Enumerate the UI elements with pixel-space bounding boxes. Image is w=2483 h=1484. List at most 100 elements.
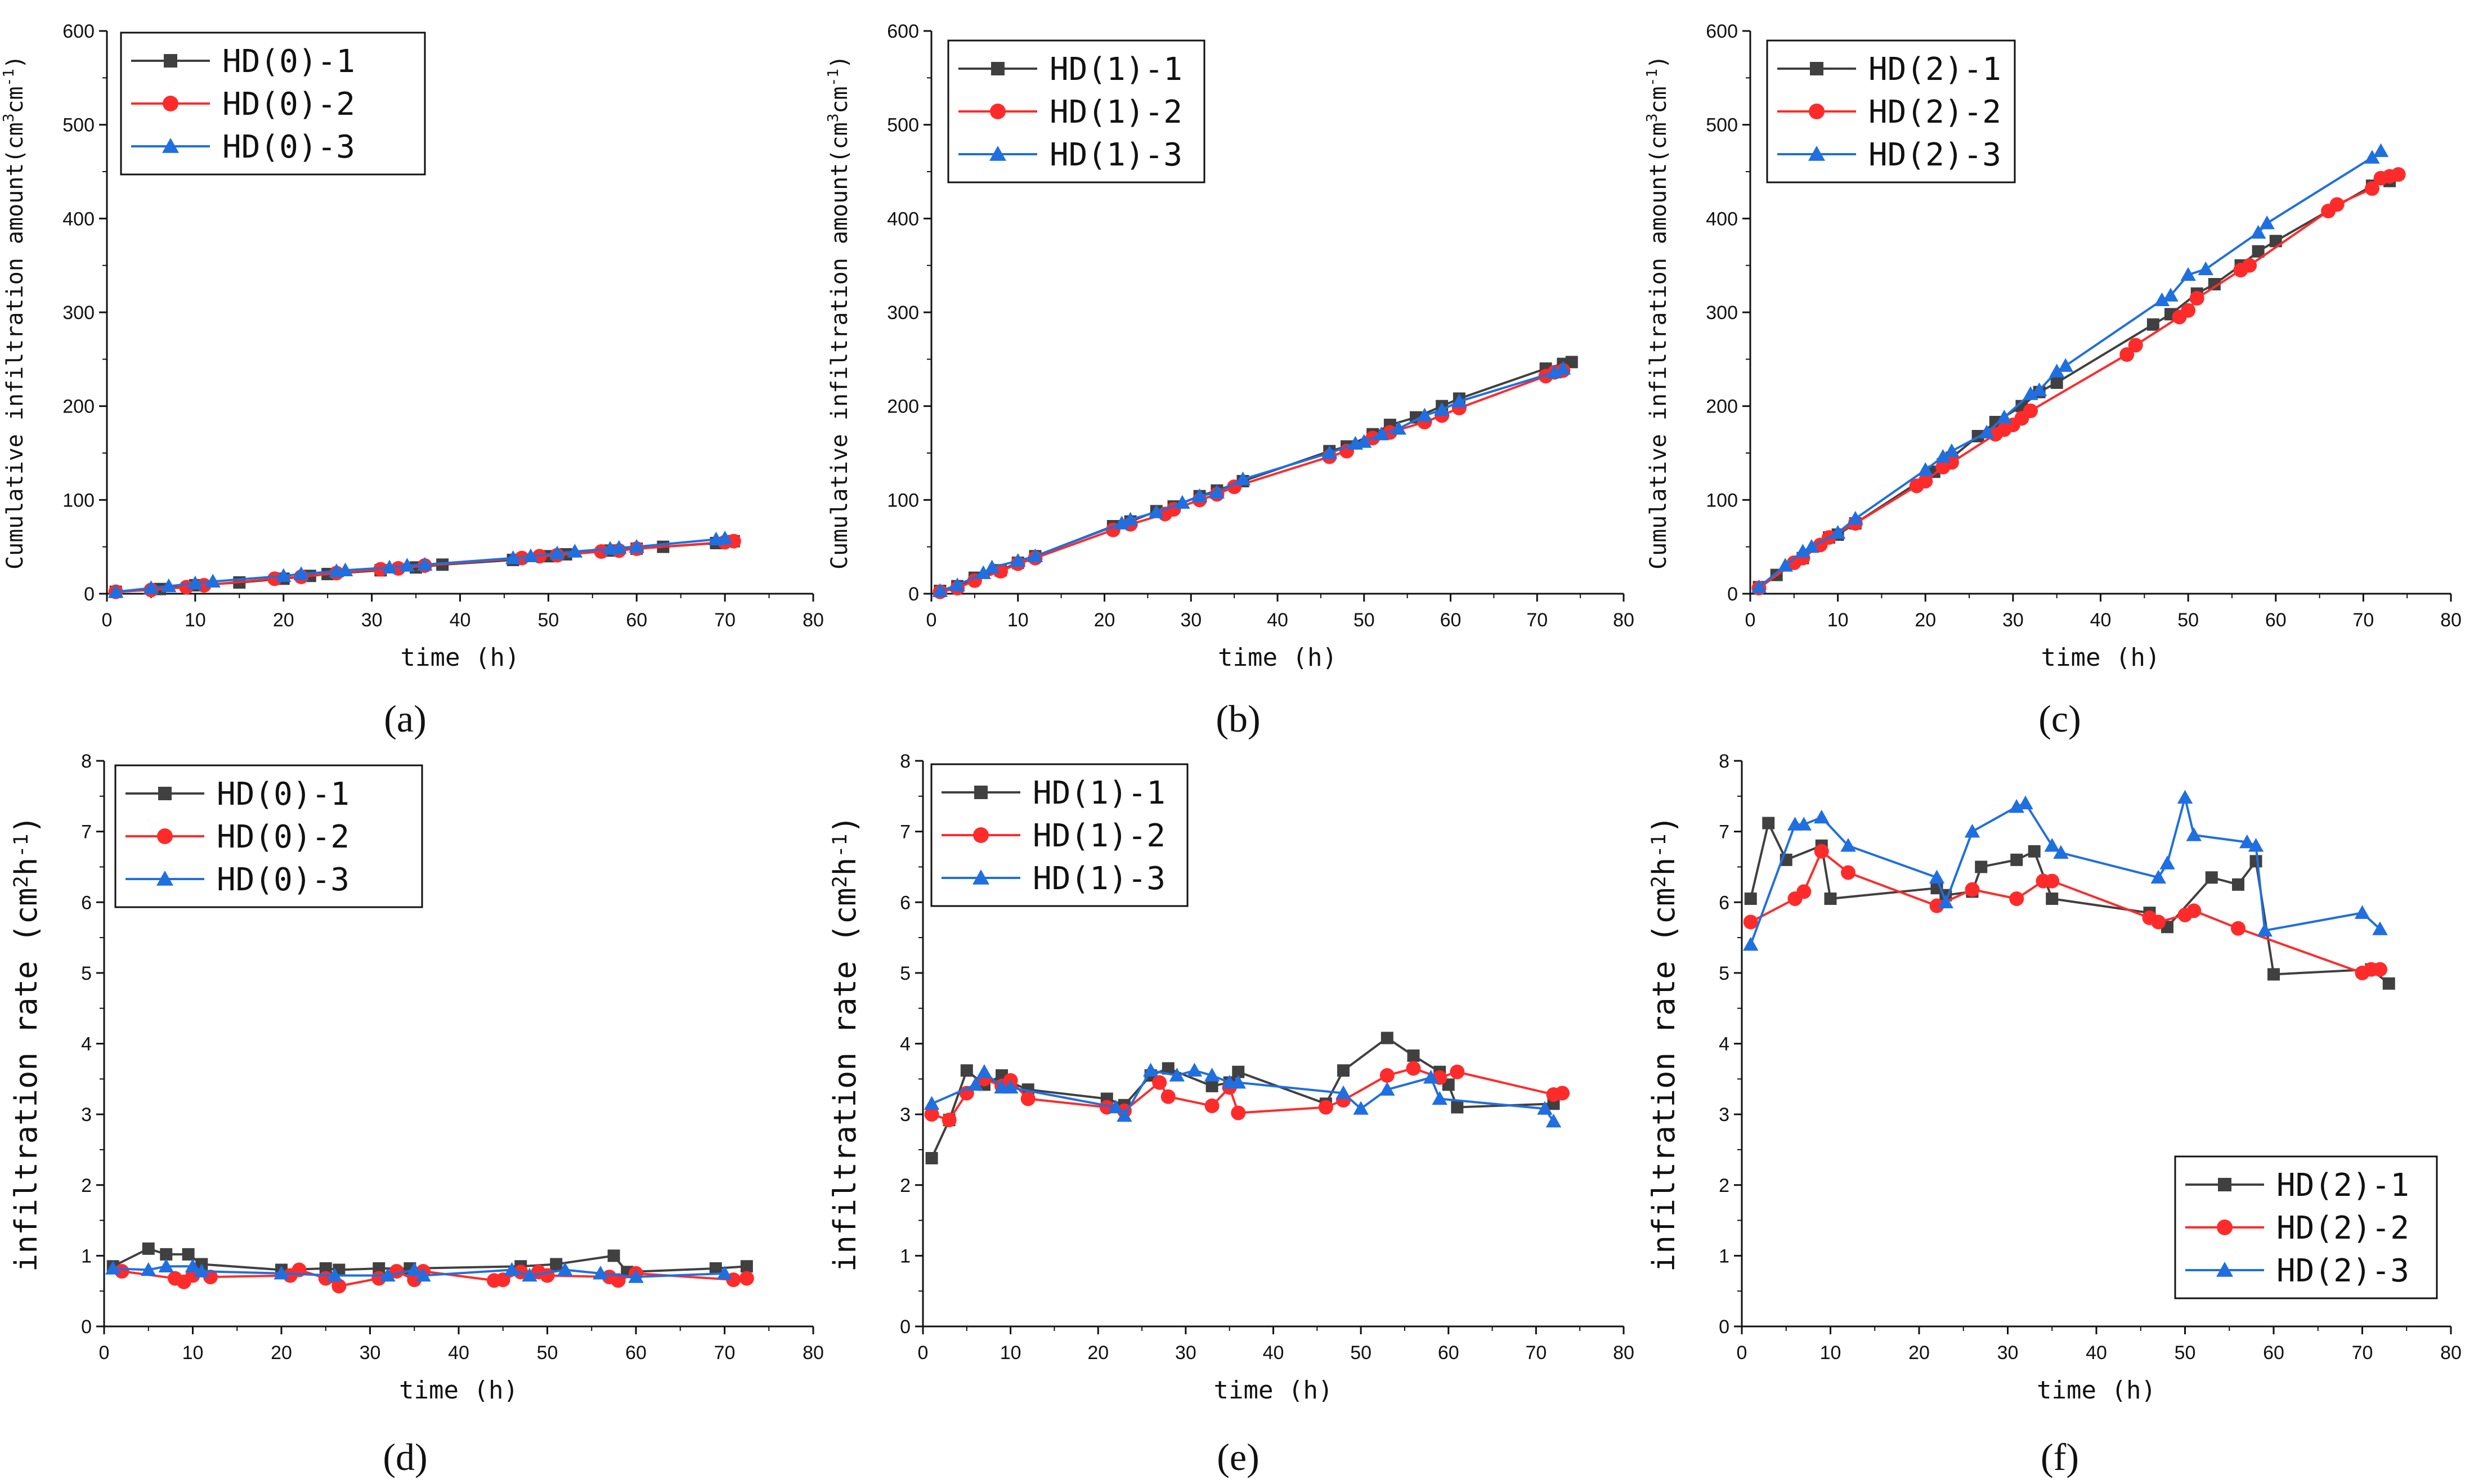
data-point — [2248, 838, 2264, 852]
data-point — [1010, 553, 1026, 567]
data-point — [2151, 914, 2166, 930]
legend-marker — [989, 146, 1006, 161]
data-point — [1451, 393, 1467, 408]
data-point — [267, 571, 283, 586]
data-point — [2259, 215, 2275, 230]
x-tick-label: 50 — [537, 609, 559, 631]
data-point — [607, 1249, 620, 1262]
data-point — [1235, 471, 1251, 486]
data-point — [2053, 845, 2069, 859]
data-point — [993, 564, 1008, 579]
data-point — [1002, 1079, 1019, 1094]
data-point — [1108, 1099, 1124, 1114]
legend-marker — [2216, 1262, 2233, 1277]
x-tick-label: 70 — [1525, 1342, 1547, 1364]
data-point — [932, 583, 948, 597]
data-point — [276, 568, 292, 582]
data-point — [293, 566, 309, 580]
data-point — [1149, 504, 1164, 518]
data-point — [1391, 420, 1406, 435]
data-point — [1996, 409, 2013, 424]
y-axis-title-part: Cumulative infiltration amount(cm — [1646, 122, 1671, 570]
series-line — [112, 1247, 747, 1274]
y-tick-label: 0 — [84, 584, 95, 605]
y-tick-label: 6 — [900, 892, 911, 913]
y-tick-label: 2 — [900, 1175, 911, 1196]
data-point — [2354, 905, 2370, 919]
y-axis-title-part: infiltration rate (cm — [8, 887, 44, 1272]
legend-marker — [974, 786, 988, 799]
data-point — [2023, 403, 2038, 418]
data-point — [2044, 838, 2060, 852]
data-point — [1186, 1062, 1203, 1077]
data-point — [611, 1273, 626, 1288]
data-point — [2372, 921, 2388, 935]
x-tick-label: 60 — [1440, 609, 1462, 631]
legend-marker — [991, 62, 1005, 75]
chart-panel: 0 10 20 30 40 50 60 70 80 0 1 2 3 4 5 6 7 8 time (h) infilt… — [827, 751, 1634, 1478]
data-point — [1232, 1065, 1245, 1078]
y-tick-label: 300 — [887, 302, 919, 324]
data-point — [2018, 795, 2033, 810]
legend-label: HD(0)-1 — [217, 776, 349, 813]
x-tick-label: 0 — [926, 609, 937, 631]
y-tick-label: 200 — [887, 396, 919, 418]
data-point — [1777, 558, 1793, 572]
data-point — [105, 1261, 121, 1275]
data-point — [2046, 892, 2059, 905]
data-point — [1824, 892, 1837, 905]
y-tick-label: 1 — [81, 1245, 92, 1267]
y-axis-title-part: ) — [2, 55, 28, 69]
legend-label: HD(1)-1 — [1033, 775, 1166, 812]
x-tick-label: 40 — [448, 1342, 469, 1364]
y-axis-title: Cumulative infiltration amount(cm3cm-1) — [1, 55, 28, 570]
data-point — [2373, 962, 2387, 977]
data-point — [2009, 891, 2024, 906]
x-tick-label: 0 — [1745, 609, 1756, 631]
data-point — [1830, 524, 1846, 539]
y-axis-title-part: infiltration rate (cm — [1646, 887, 1682, 1272]
data-point — [549, 545, 565, 560]
x-tick-label: 40 — [1267, 609, 1288, 631]
y-axis-title-part: 3 — [1644, 114, 1661, 123]
y-tick-label: 6 — [81, 892, 92, 913]
data-point — [1114, 515, 1130, 530]
y-tick-label: 2 — [81, 1175, 92, 1196]
data-point — [2049, 364, 2065, 378]
data-point — [628, 1269, 644, 1283]
x-tick-label: 30 — [1180, 609, 1202, 631]
x-tick-label: 30 — [2002, 609, 2024, 631]
x-tick-label: 70 — [714, 1342, 736, 1364]
data-point — [2180, 267, 2196, 281]
data-point — [1432, 1091, 1447, 1105]
panel-label: (c) — [2038, 697, 2081, 740]
data-point — [1938, 894, 1953, 908]
data-point — [2128, 338, 2143, 353]
data-point — [2249, 855, 2262, 868]
x-tick-label: 60 — [2263, 1342, 2284, 1364]
y-axis-title-part: 2 — [10, 876, 33, 887]
y-tick-label: 600 — [62, 21, 95, 42]
x-tick-label: 70 — [1526, 609, 1548, 631]
legend-label: HD(0)-3 — [217, 862, 349, 898]
y-tick-label: 300 — [1706, 302, 1738, 324]
x-tick-label: 20 — [1094, 609, 1115, 631]
legend-label: HD(1)-2 — [1050, 94, 1182, 131]
data-point — [2257, 922, 2273, 937]
legend-label: HD(2)-3 — [1868, 137, 2001, 173]
data-point — [2205, 871, 2218, 884]
data-point — [319, 1262, 332, 1275]
panel-label: (d) — [383, 1436, 427, 1478]
data-point — [1840, 838, 1856, 852]
y-tick-label: 3 — [1719, 1104, 1729, 1126]
data-point — [1929, 898, 1944, 913]
data-point — [158, 1258, 174, 1272]
data-point — [726, 533, 741, 549]
data-point — [205, 573, 221, 588]
legend-marker — [1810, 62, 1823, 75]
x-tick-label: 70 — [714, 609, 736, 631]
legend-marker — [163, 96, 178, 111]
data-point — [2163, 288, 2179, 302]
data-point — [1796, 817, 1812, 831]
y-axis-title-part: ) — [8, 815, 44, 834]
